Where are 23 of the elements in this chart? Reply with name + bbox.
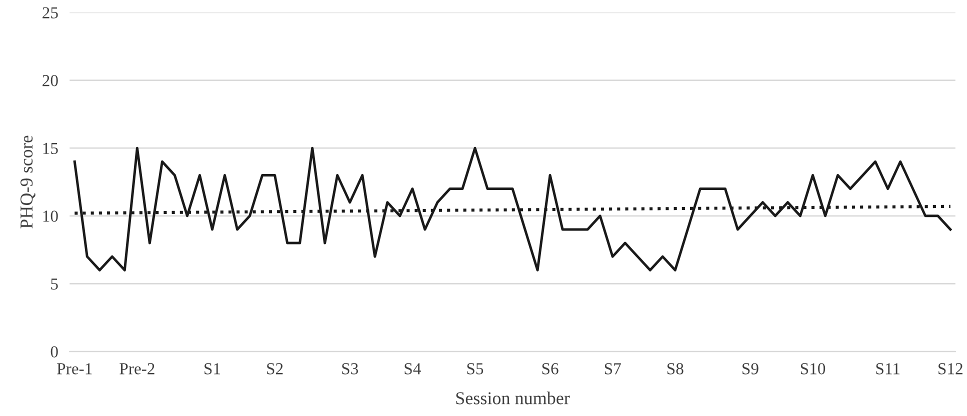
y-tick-label: 15 [43, 142, 58, 154]
x-tick-label: S11 [876, 363, 900, 374]
y-tick-label: 20 [42, 74, 58, 86]
x-tick-label: S10 [800, 363, 826, 374]
y-tick-label: 25 [42, 7, 58, 18]
y-tick-label: 10 [43, 210, 58, 222]
x-tick-label: S8 [667, 363, 684, 374]
x-tick-label: S4 [404, 363, 421, 374]
x-tick-label: S6 [542, 363, 558, 374]
x-tick-label: S3 [342, 363, 358, 374]
x-tick-label: S2 [267, 363, 283, 374]
y-tick-label: 5 [51, 278, 58, 290]
y-tick-label: 0 [50, 346, 58, 358]
y-axis-title: PHQ-9 score [20, 136, 36, 228]
x-tick-label: S12 [938, 363, 962, 374]
x-tick-label: S5 [467, 363, 484, 374]
x-tick-label: S1 [204, 363, 220, 374]
x-tick-label: Pre-1 [57, 363, 92, 374]
x-axis-title: Session number [456, 392, 570, 404]
x-tick-label: Pre-2 [120, 363, 154, 374]
x-tick-label: S9 [742, 363, 758, 374]
line-series [73, 146, 952, 272]
x-tick-label: S7 [604, 363, 621, 374]
